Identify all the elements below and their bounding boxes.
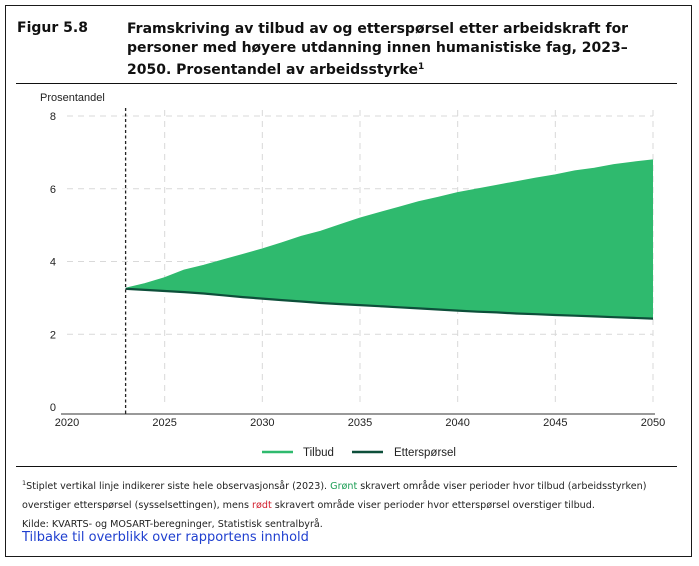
back-to-overview-link[interactable]: Tilbake til overblikk over rapportens in… [22,530,309,545]
legend-label-ettersporsel: Etterspørsel [394,447,456,459]
x-tick-2025: 2025 [152,417,176,429]
x-tick-2045: 2045 [543,417,567,429]
y-tick-4: 4 [50,257,56,269]
x-tick-2030: 2030 [250,417,274,429]
surplus-area [125,160,654,319]
y-axis-label: Prosentandel [40,92,105,104]
figure-title: Framskriving av tilbud av og etterspørse… [127,20,672,80]
title-footnote-mark: 1 [418,62,425,72]
footnote-text-a: Stiplet vertikal linje indikerer siste h… [26,481,331,492]
y-tick-6: 6 [50,184,56,196]
y-tick-8: 8 [50,111,56,123]
y-tick-labels: 0 2 4 6 8 [50,111,56,414]
series-line-tilbud [125,159,654,290]
x-tick-labels: 2020 2025 2030 2035 2040 2045 2050 [55,417,665,429]
legend: Tilbud Etterspørsel [262,447,456,459]
footnote-text-c: skravert område viser perioder hvor ette… [271,500,595,511]
footnote-mark: 1 [22,479,27,487]
x-tick-2050: 2050 [641,417,665,429]
source-note: Kilde: KVARTS- og MOSART-beregninger, St… [22,519,323,530]
footnote-red-word: rødt [252,500,272,511]
footnotes: 1Stiplet vertikal linje indikerer siste … [22,474,677,534]
x-tick-2035: 2035 [348,417,372,429]
footnote-green-word: Grønt [330,481,358,492]
y-tick-2: 2 [50,329,56,341]
figure-title-text: Framskriving av tilbud av og etterspørse… [127,21,629,78]
title-divider [16,83,677,84]
x-tick-2040: 2040 [445,417,469,429]
notes-divider [16,466,677,467]
series-line-ettersporsel [125,287,654,320]
y-tick-0: 0 [50,402,56,414]
legend-label-tilbud: Tilbud [303,447,334,459]
footnote-1: 1Stiplet vertikal linje indikerer siste … [22,474,677,515]
x-tick-2020: 2020 [55,417,79,429]
footnote-text-b: skravert område viser perioder hvor tilb… [22,481,647,511]
figure-label: Figur 5.8 [17,20,88,36]
